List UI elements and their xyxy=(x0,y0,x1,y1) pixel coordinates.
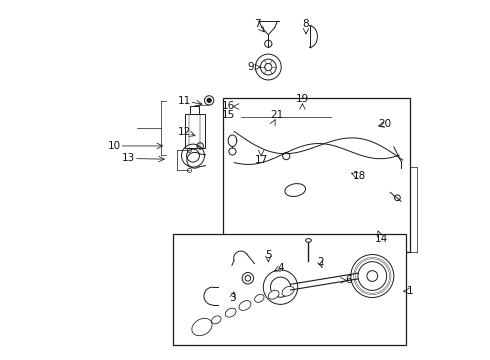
Ellipse shape xyxy=(225,308,236,317)
Ellipse shape xyxy=(306,239,311,242)
Text: 10: 10 xyxy=(107,141,121,151)
Text: 1: 1 xyxy=(407,286,413,296)
Text: 5: 5 xyxy=(265,250,271,260)
Text: 12: 12 xyxy=(177,127,191,136)
Ellipse shape xyxy=(212,316,221,324)
Ellipse shape xyxy=(239,301,251,310)
Ellipse shape xyxy=(282,286,294,296)
Ellipse shape xyxy=(269,290,279,299)
Text: 13: 13 xyxy=(122,153,135,163)
Text: 16: 16 xyxy=(222,102,236,112)
Bar xyxy=(185,114,205,148)
Ellipse shape xyxy=(285,184,305,197)
Text: 17: 17 xyxy=(254,155,268,165)
Text: 15: 15 xyxy=(222,111,236,121)
Text: 4: 4 xyxy=(277,263,284,273)
Text: 3: 3 xyxy=(229,293,236,303)
Text: 2: 2 xyxy=(317,257,323,267)
Text: 20: 20 xyxy=(378,120,392,129)
Ellipse shape xyxy=(255,294,264,302)
Bar xyxy=(191,106,199,114)
Text: 7: 7 xyxy=(254,19,261,29)
Text: 6: 6 xyxy=(345,275,352,285)
Text: 8: 8 xyxy=(303,19,309,29)
Text: 9: 9 xyxy=(247,62,254,72)
Bar xyxy=(173,234,406,345)
Bar xyxy=(223,98,410,252)
Text: 19: 19 xyxy=(296,94,309,104)
Circle shape xyxy=(207,98,211,103)
Text: 21: 21 xyxy=(270,111,284,121)
Text: 18: 18 xyxy=(353,171,367,181)
Text: 14: 14 xyxy=(375,234,388,244)
Text: 11: 11 xyxy=(177,96,191,106)
Ellipse shape xyxy=(192,318,212,336)
